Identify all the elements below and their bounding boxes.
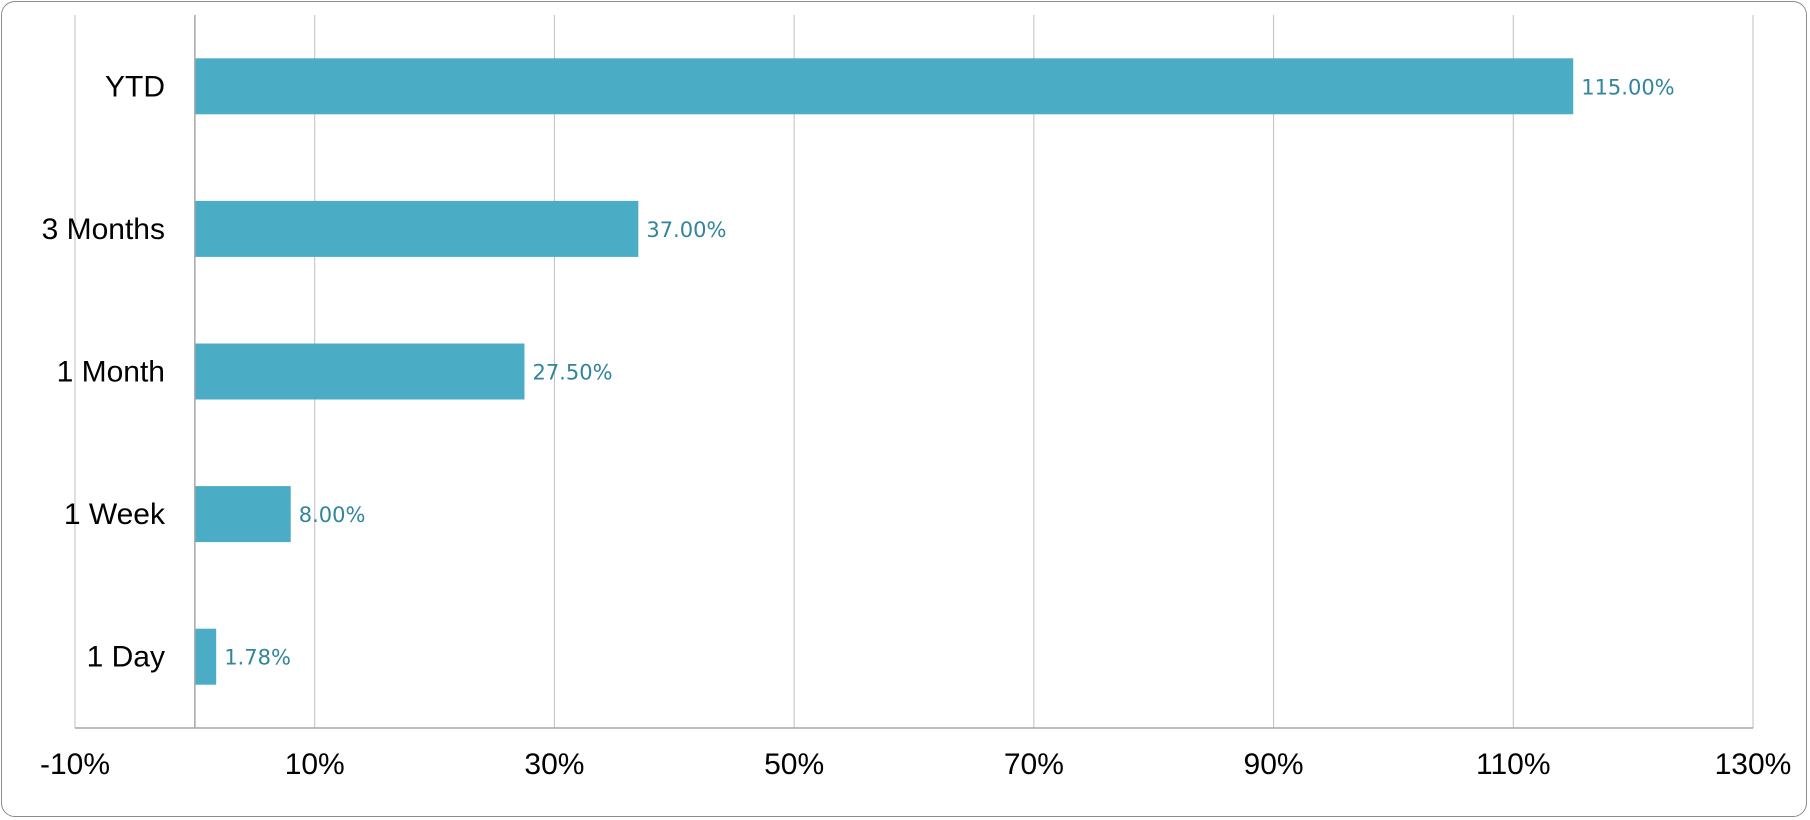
x-tick-label: -10% bbox=[40, 748, 110, 781]
x-tick-label: 70% bbox=[1004, 748, 1064, 781]
category-label: 3 Months bbox=[42, 213, 165, 246]
category-label: 1 Day bbox=[87, 641, 165, 674]
bar bbox=[194, 58, 1574, 115]
axes bbox=[75, 15, 1753, 729]
x-tick-label: 50% bbox=[764, 748, 824, 781]
data-label: 115.00% bbox=[1581, 75, 1674, 99]
x-tick-label: 130% bbox=[1715, 748, 1792, 781]
bar bbox=[194, 486, 291, 543]
gridlines bbox=[74, 15, 1754, 728]
x-tick-label: 10% bbox=[285, 748, 345, 781]
data-label: 27.50% bbox=[532, 361, 612, 385]
bar bbox=[194, 343, 525, 400]
x-tick-label: 110% bbox=[1476, 748, 1551, 781]
bars bbox=[194, 58, 1574, 685]
labels: -10% 10% 30% 50% 70% 90% 110% 130% YTD 115.00% 3 M… bbox=[40, 70, 1791, 781]
data-label: 37.00% bbox=[646, 218, 726, 242]
category-label: 1 Month bbox=[57, 356, 165, 389]
category-label: 1 Week bbox=[64, 498, 166, 531]
bar bbox=[194, 200, 639, 257]
data-label: 8.00% bbox=[299, 503, 366, 527]
category-label: YTD bbox=[105, 70, 165, 103]
x-tick-label: 30% bbox=[524, 748, 584, 781]
data-label: 1.78% bbox=[224, 646, 291, 670]
bar bbox=[194, 628, 217, 685]
x-tick-label: 90% bbox=[1244, 748, 1304, 781]
